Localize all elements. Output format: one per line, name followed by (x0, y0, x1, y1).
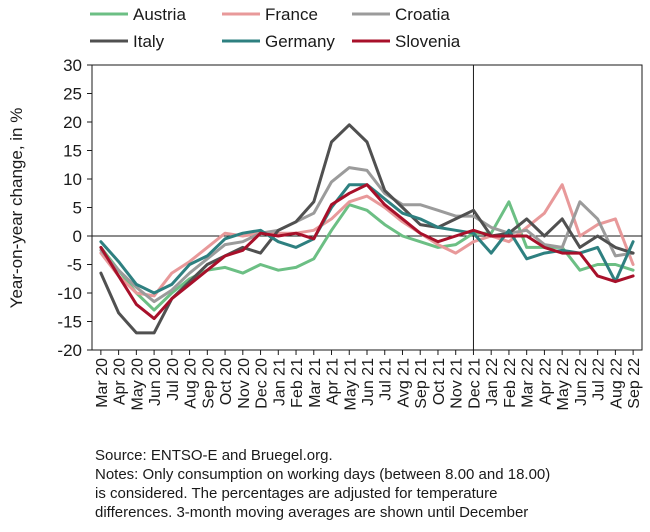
y-tick-label: 5 (73, 199, 82, 218)
series-line-austria (99, 200, 635, 312)
y-tick-label: 0 (73, 227, 82, 246)
y-axis-label: Year-on-year change, in % (7, 108, 26, 309)
x-tick-label: Feb 22 (502, 358, 519, 408)
series-line-croatia (99, 166, 635, 304)
x-tick-label: Oct 21 (431, 358, 448, 405)
legend-label: Croatia (395, 5, 450, 24)
y-tick-label: -15 (57, 313, 82, 332)
legend-label: France (265, 5, 318, 24)
x-tick-label: Feb 21 (289, 358, 306, 408)
x-tick-label: Mar 20 (94, 358, 111, 408)
legend-label: Italy (133, 32, 165, 51)
legend-item-france: France (222, 5, 318, 24)
x-tick-label: Jul 21 (378, 358, 395, 401)
x-tick-label: Aug 22 (608, 358, 625, 409)
legend-item-croatia: Croatia (352, 5, 450, 24)
y-tick-label: -5 (67, 256, 82, 275)
plot-frame (91, 64, 643, 351)
x-tick-label: Jul 22 (591, 358, 608, 401)
chart-series-lines (99, 123, 635, 335)
legend-label: Slovenia (395, 32, 461, 51)
line-chart: Austria France Croatia Italy Germany Slovenia… (7, 5, 643, 410)
y-tick-label: -20 (57, 341, 82, 360)
y-tick-label: 25 (63, 85, 82, 104)
source-text: Source: ENTSO-E and Bruegel.org. (95, 447, 333, 464)
legend-label: Germany (265, 32, 335, 51)
x-tick-label: Dec 21 (466, 358, 483, 409)
x-tick-label: Sep 22 (626, 358, 643, 409)
x-tick-label: May 20 (129, 358, 146, 411)
x-tick-label: Mar 21 (307, 358, 324, 408)
x-tick-label: Dec 20 (254, 358, 271, 409)
x-tick-label: Sep 21 (413, 358, 430, 409)
series-line-italy (99, 123, 635, 335)
x-tick-label: Mar 22 (520, 358, 537, 408)
x-tick-label: Jul 20 (165, 358, 182, 401)
legend-item-slovenia: Slovenia (352, 32, 461, 51)
y-tick-label: 10 (63, 170, 82, 189)
x-tick-label: Avg 21 (395, 358, 412, 408)
x-tick-label: May 22 (555, 358, 572, 411)
legend-label: Austria (133, 5, 186, 24)
x-tick-label: Jan 21 (271, 358, 288, 406)
x-tick-label: Sep 20 (200, 358, 217, 409)
chart-legend: Austria France Croatia Italy Germany Slovenia (90, 5, 461, 51)
x-tick-label: Apr 22 (537, 358, 554, 405)
notes-line-3: differences. 3-month moving averages are… (95, 504, 529, 521)
x-tick-label: Jun 20 (147, 358, 164, 406)
chart-notes: Source: ENTSO-E and Bruegel.org. Notes: … (95, 446, 635, 522)
y-tick-label: 20 (63, 113, 82, 132)
x-tick-label: Nov 20 (236, 358, 253, 409)
x-tick-label: Oct 20 (218, 358, 235, 405)
legend-item-germany: Germany (222, 32, 335, 51)
series-line-france (99, 183, 635, 298)
x-tick-label: May 21 (342, 358, 359, 411)
series-line-slovenia (99, 183, 635, 321)
x-tick-label: Aug 20 (183, 358, 200, 409)
y-tick-label: -10 (57, 284, 82, 303)
notes-line-1: Notes: Only consumption on working days … (95, 466, 551, 483)
legend-item-italy: Italy (90, 32, 165, 51)
notes-line-2: is considered. The percentages are adjus… (95, 485, 498, 502)
x-tick-label: Jan 22 (484, 358, 501, 406)
x-tick-label: Jun 21 (360, 358, 377, 406)
legend-item-austria: Austria (90, 5, 186, 24)
x-tick-label: Apr 21 (325, 358, 342, 405)
y-tick-label: 30 (63, 56, 82, 75)
x-tick-label: Jun 22 (573, 358, 590, 406)
x-tick-label: Apr 20 (112, 358, 129, 405)
x-tick-label: Nov 21 (449, 358, 466, 409)
y-tick-label: 15 (63, 142, 82, 161)
